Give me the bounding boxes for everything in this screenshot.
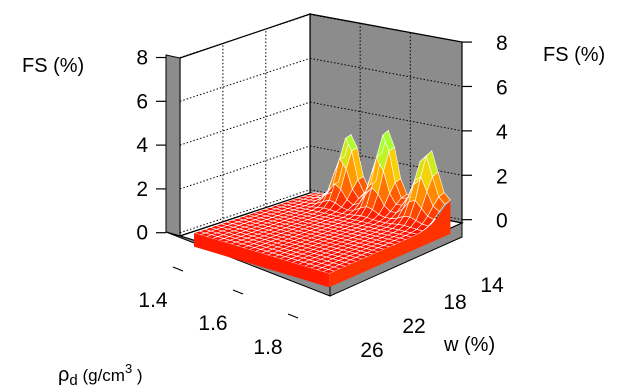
grid-line-right-wall [309,101,463,132]
density-symbol: ρ [58,364,69,386]
density-superscript: 3 [125,361,132,376]
z-tick-label-right: 4 [496,121,508,144]
rho-tick-label: 1.8 [253,336,282,359]
grid-line-right-wall [309,57,463,87]
grid-line-right-wall [309,14,463,43]
z-tick-label-left: 6 [136,90,148,113]
z-tick-label-left: 8 [136,47,148,70]
w-tick-label: 22 [402,315,425,338]
z-tick-label-left: 0 [136,222,148,245]
z-tick-label-left: 2 [136,178,148,201]
rho-tick-mark [172,266,184,272]
w-tick-label: 18 [443,291,466,314]
density-unit-close: ) [132,366,142,385]
density-unit: (g/cm [78,366,125,385]
rho-tick-label: 1.6 [198,312,227,335]
surface-cell [438,192,451,205]
w-axis-label: w (%) [443,334,495,356]
z-tick-label-right: 8 [496,32,508,55]
density-subscript: d [69,372,77,389]
density-axis-label: ρd (g/cm3 ) [58,361,143,389]
z-tick-label-right: 0 [496,210,508,233]
rho-tick-mark [287,313,299,319]
z-axis-label-right: FS (%) [543,44,605,66]
rho-tick-mark [232,289,244,295]
w-tick-label: 26 [360,339,383,362]
z-tick-label-right: 2 [496,165,508,188]
surface-skirt-front [194,232,330,288]
w-tick-label: 14 [480,274,504,297]
left-wall-edge [165,54,181,237]
rho-tick-label: 1.4 [138,289,168,312]
surface-skirt-right [329,200,451,288]
z-axis-label-left: FS (%) [22,55,84,77]
z-tick-label-right: 6 [496,76,508,99]
surface-mesh [193,129,451,288]
z-tick-label-left: 4 [136,134,148,157]
